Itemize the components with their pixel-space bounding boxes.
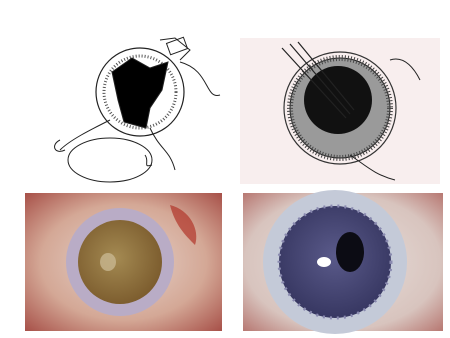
- needle: [281, 47, 347, 119]
- iris: [279, 206, 391, 318]
- hemorrhage: [170, 205, 197, 245]
- iris-hatching: [287, 55, 393, 161]
- suture: [159, 37, 191, 61]
- illustration-left: [54, 36, 221, 183]
- reflection: [100, 253, 116, 271]
- suture: [59, 119, 111, 151]
- eye-outline: [283, 51, 397, 165]
- photo-right: [243, 190, 443, 334]
- needle: [297, 41, 355, 111]
- knot: [54, 139, 66, 152]
- photo-left: [25, 193, 222, 331]
- suture: [149, 127, 176, 171]
- needle: [289, 43, 351, 115]
- suture: [179, 61, 221, 96]
- pupil: [111, 57, 169, 129]
- illustration-right: [240, 38, 440, 184]
- graft: [78, 220, 162, 304]
- iris-hatching: [102, 54, 178, 130]
- knot: [144, 154, 153, 167]
- clamp: [165, 36, 189, 56]
- sutures: [277, 204, 393, 320]
- suture-loop: [67, 137, 153, 183]
- needles: [281, 41, 355, 119]
- suture: [349, 154, 396, 181]
- pupil: [336, 232, 364, 272]
- eye-outline: [95, 47, 185, 137]
- reflection: [317, 257, 331, 267]
- suture: [389, 58, 421, 81]
